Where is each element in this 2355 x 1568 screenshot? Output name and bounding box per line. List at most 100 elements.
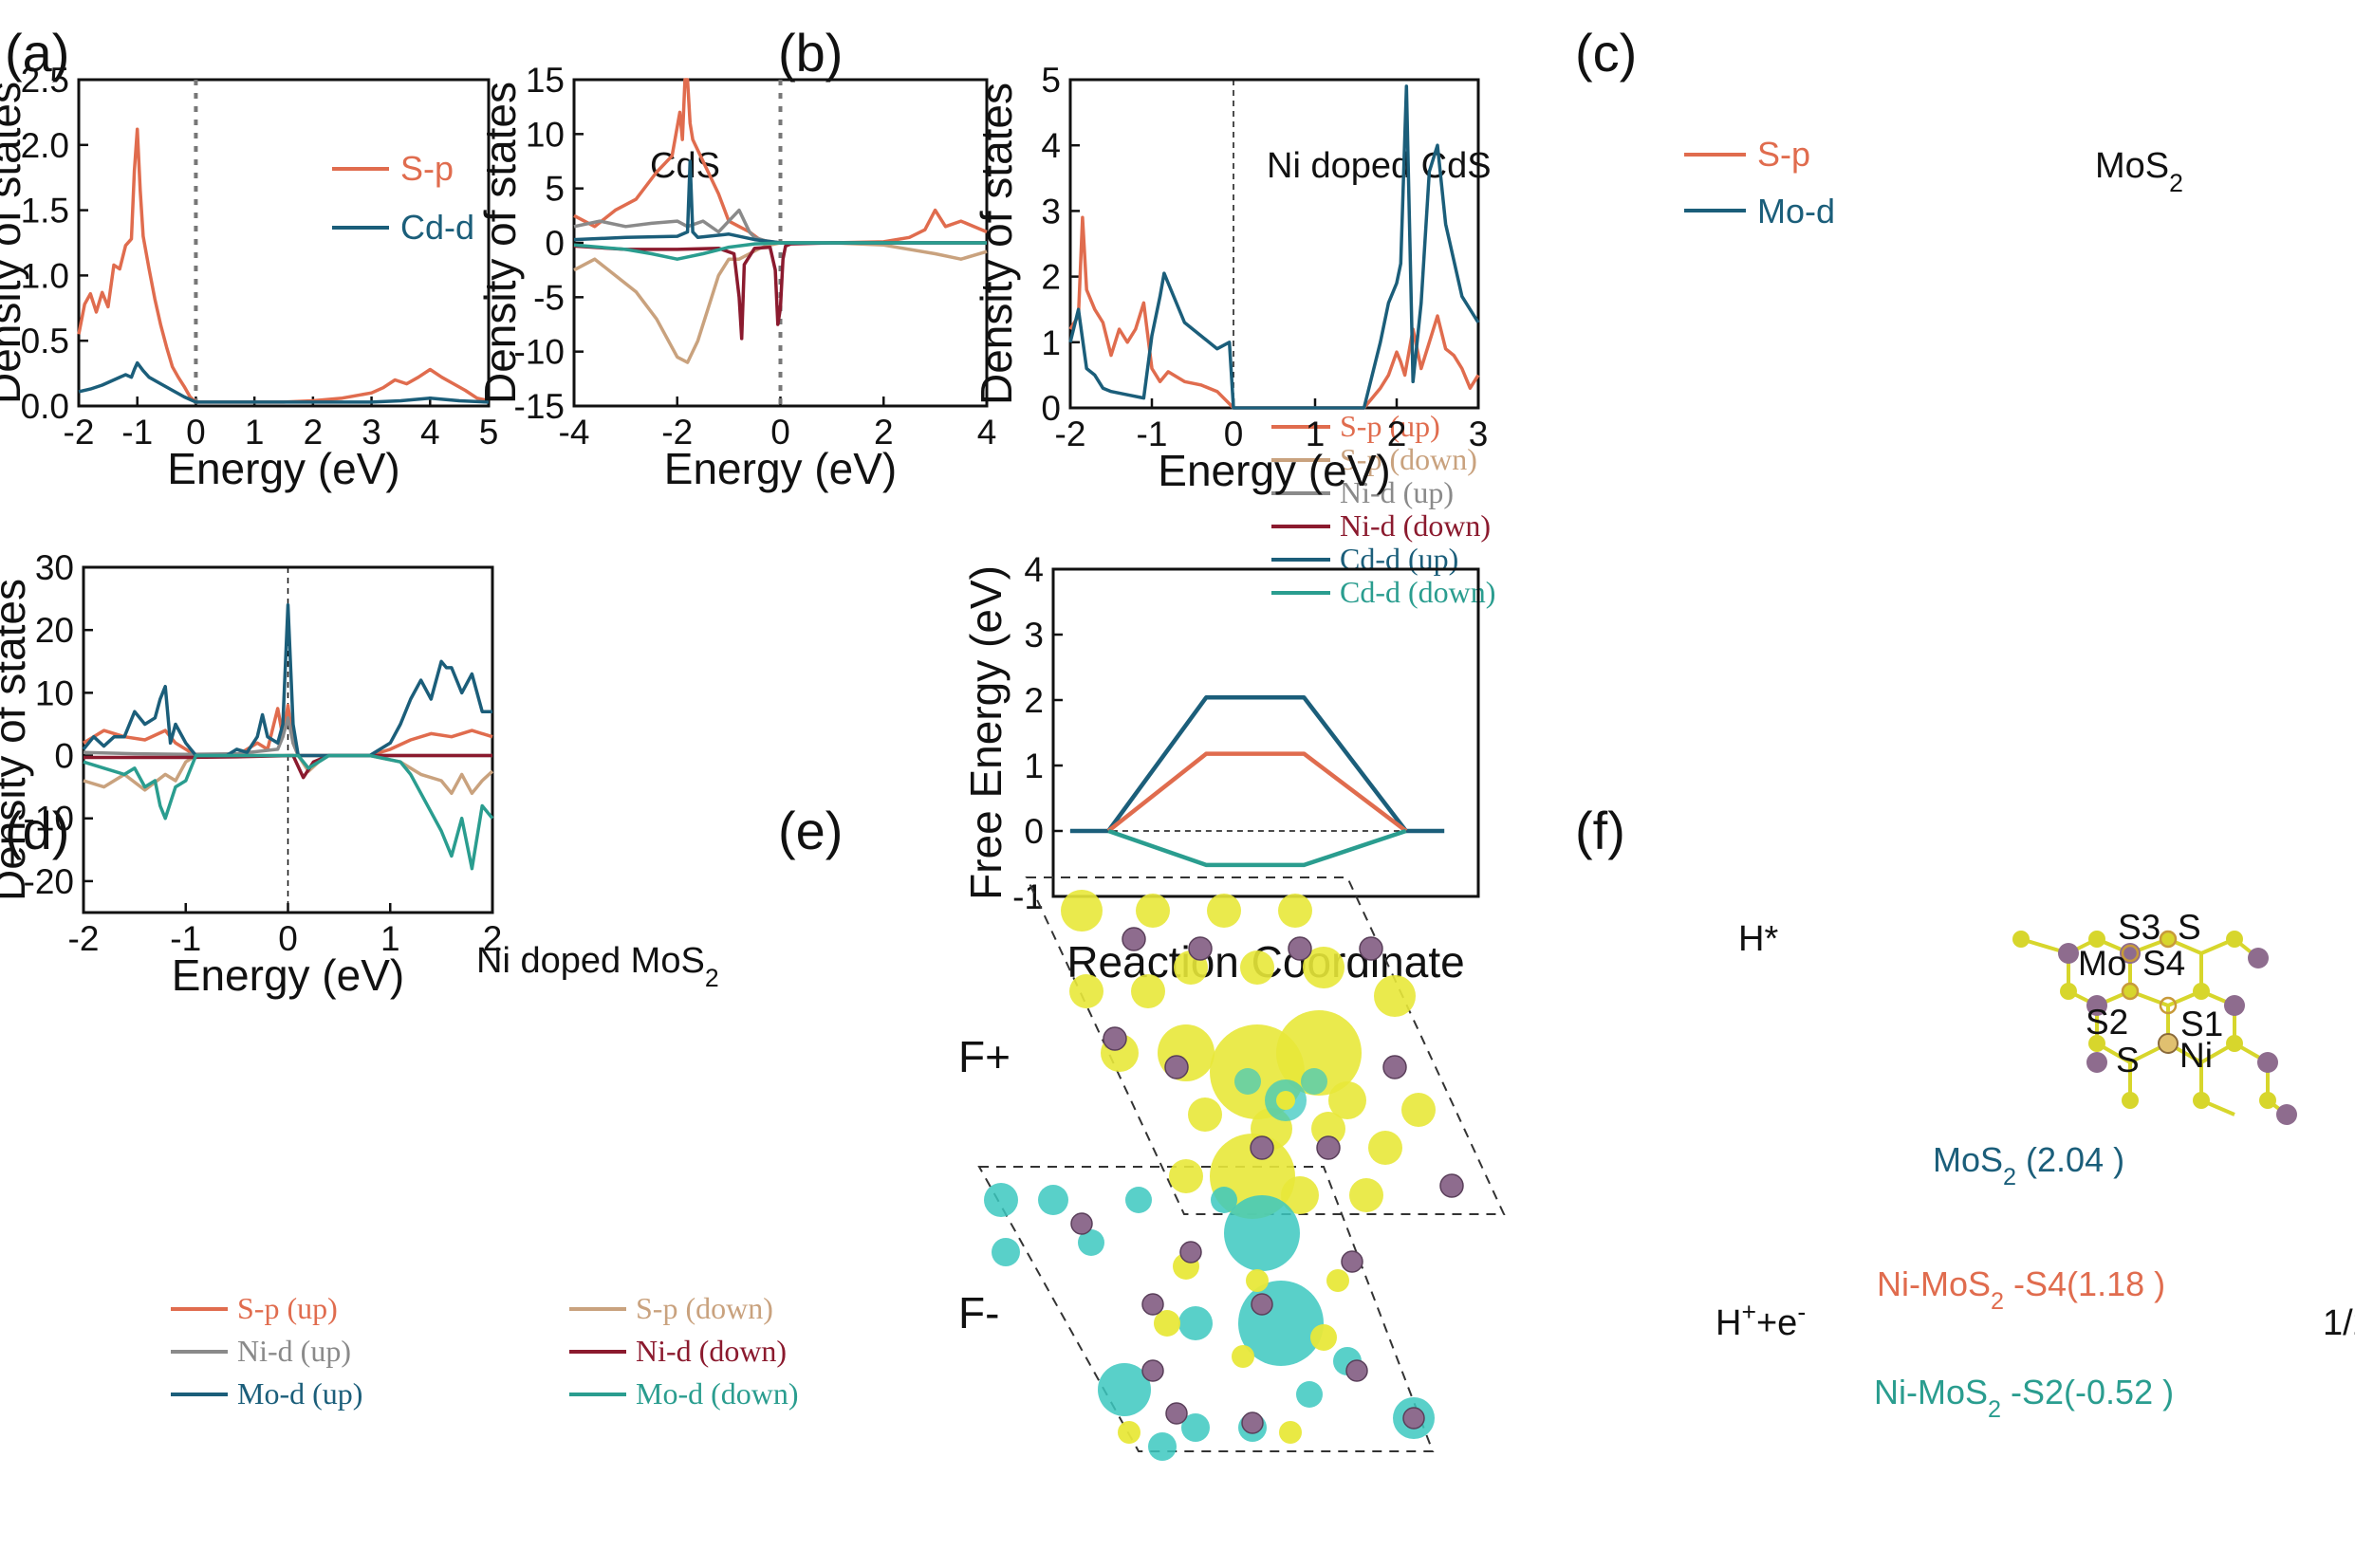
mo-atom [1288,936,1312,961]
mo-atom [1439,1173,1464,1198]
site-label-ni: Ni [2179,1036,2213,1075]
s-atom [2088,1035,2105,1052]
plot-frame [1051,567,1480,898]
isosurface-lobe-cyan [1178,1306,1213,1340]
legend-label: Cd-d (down) [1340,575,1495,609]
panel-annotation: MoS2 [2095,146,2183,197]
isosurface-lobe [1326,1269,1349,1292]
mo-atom [1122,927,1146,951]
y-tick-label: 15 [526,61,565,100]
y-tick-label: 2 [1041,258,1061,297]
y-axis-title: Density of states [0,82,29,404]
isosurface-lobe [1061,890,1103,932]
x-tick-label: 0 [186,413,206,452]
f-plus-label: F+ [958,1032,1011,1081]
series-line-1 [78,360,490,404]
isosurface-lobe [1118,1421,1140,1444]
x-tick-label: -2 [661,413,693,452]
site-label-s-red: S [2116,1041,2140,1079]
isosurface-lobe [1374,975,1416,1017]
x-tick-label: 4 [420,413,440,452]
legend-label: Mo-d (up) [237,1376,362,1411]
isosurface-lobe-cyan [1301,1068,1327,1095]
site-label-s: S [2178,908,2201,947]
y-tick-label: 1.5 [21,192,69,231]
panel-label-d: (d) [5,801,69,860]
isosurface-lobe [1276,1091,1295,1110]
legend-label: S-p [1757,135,1810,174]
x-tick-label: 2 [1387,415,1407,453]
s-atom [2259,1092,2276,1109]
legend-label: Cd-d [400,208,474,247]
legend-label: S-p (down) [636,1291,773,1325]
charge-density-panel: F+ F- [958,876,1506,1461]
x-tick-label: -2 [68,919,100,958]
series-line-0 [77,127,490,404]
x-axis-title: Energy (eV) [172,950,404,1000]
state-label-initial: H++e- [1715,1298,1806,1343]
y-axis-title: Density of states [475,82,525,404]
x-tick-label: -1 [170,919,201,958]
x-tick-label: 2 [304,413,324,452]
x-tick-label: -4 [559,413,590,452]
plot-frame [1068,78,1480,410]
mo-atom [1359,936,1383,961]
series-line-4 [573,159,987,245]
panel-label-f: (f) [1575,801,1625,860]
mo-atom [1382,1055,1407,1079]
site-label-s4: S4 [2142,944,2185,983]
structure-f-plus [1061,890,1464,1219]
plot-frame [77,78,491,408]
inset-structure: S3 S Mo S4 S2 S1 S Ni [2012,908,2297,1125]
isosurface-lobe-cyan [1125,1187,1152,1213]
y-tick-label: 10 [35,673,74,712]
y-tick-label: -1 [1012,877,1044,916]
legend-label: S-p (up) [1340,409,1440,443]
y-tick-label: 3 [1024,616,1044,655]
mo-atom [1341,1250,1363,1273]
isosurface-lobe [1069,974,1103,1008]
x-tick-label: -2 [1055,415,1086,453]
s-atom [2122,1092,2139,1109]
mo-atom [1141,1359,1164,1382]
y-tick-label: 2 [1024,681,1044,720]
isosurface-lobe [1188,1098,1222,1132]
panel-label-a: (a) [5,23,69,83]
y-tick-label: -5 [533,278,565,317]
site-marker [2159,996,2178,1015]
mo-atom [1070,1212,1093,1235]
y-tick-label: 2.0 [21,126,69,165]
x-axis-title: Energy (eV) [1158,446,1390,495]
site-label-s1: S1 [2180,1005,2223,1043]
structure-f-minus [984,1183,1435,1461]
panel-annotation: Ni doped MoS2 [476,941,719,992]
mo-atom [2058,943,2079,964]
y-tick-label: -10 [514,333,565,372]
legend-label: Cd-d (up) [1340,542,1458,576]
legend-label: Ni-d (down) [1340,508,1491,543]
y-tick-label: 1 [1024,747,1044,785]
series-line-0 [1069,694,1445,834]
y-tick-label: 0 [545,224,565,263]
isosurface-lobe [1169,1159,1203,1193]
x-tick-label: 0 [278,919,298,958]
isosurface-lobe [1310,1324,1337,1351]
y-tick-label: 4 [1024,550,1044,589]
series-annotation: Ni-MoS2 -S4(1.18 ) [1877,1264,2165,1315]
cell-outline-top [1025,876,1506,1215]
series-annotation: Ni-MoS2 -S2(-0.52 ) [1874,1373,2174,1423]
x-tick-label: 0 [770,413,790,452]
series-line-0 [83,703,493,758]
isosurface-lobe-cyan [984,1183,1018,1217]
y-tick-label: 5 [545,170,565,209]
series-annotation: MoS2 (2.04 ) [1933,1140,2124,1190]
isosurface-lobe-cyan [1098,1363,1151,1416]
y-axis-title: Density of states [0,579,34,901]
isosurface-lobe [1240,950,1274,985]
x-tick-label: 5 [479,413,499,452]
mo-atom [1402,1407,1425,1430]
legend-label: Ni-d (down) [636,1334,787,1368]
